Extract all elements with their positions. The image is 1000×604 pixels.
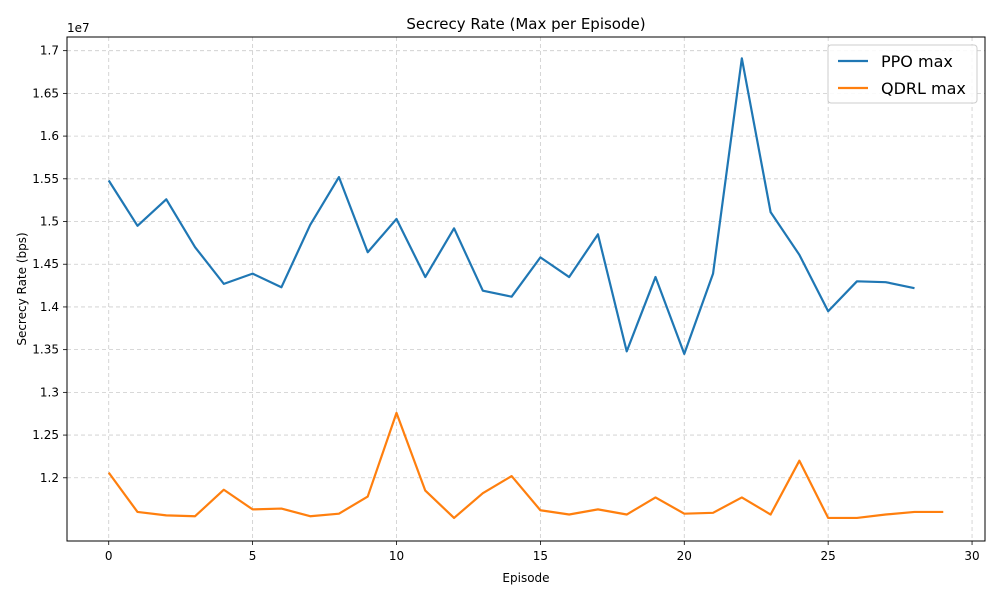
y-tick-label: 1.5	[40, 215, 59, 229]
y-tick-label: 1.4	[40, 300, 59, 314]
x-tick-label: 20	[677, 549, 692, 563]
y-tick-label: 1.7	[40, 44, 59, 58]
x-tick-label: 0	[105, 549, 113, 563]
x-tick-label: 30	[964, 549, 979, 563]
grid-layer	[67, 37, 985, 541]
x-tick-label: 25	[821, 549, 836, 563]
y-tick-label: 1.65	[32, 86, 59, 100]
y-tick-label: 1.25	[32, 428, 59, 442]
y-tick-label: 1.45	[32, 257, 59, 271]
y-tick-label: 1.35	[32, 343, 59, 357]
plot-frame	[66, 36, 986, 542]
legend-label: QDRL max	[881, 79, 966, 98]
legend-label: PPO max	[881, 52, 953, 71]
series-line-ppo-max	[107, 57, 915, 356]
y-tick-label: 1.2	[40, 471, 59, 485]
x-tick-label: 15	[533, 549, 548, 563]
chart-title: Secrecy Rate (Max per Episode)	[406, 15, 645, 33]
y-tick-label: 1.6	[40, 129, 59, 143]
x-axis-label: Episode	[502, 571, 549, 585]
x-tick-label: 5	[249, 549, 257, 563]
y-axis-offset-label: 1e7	[67, 21, 90, 35]
legend: PPO max QDRL max	[827, 44, 978, 104]
y-tick-label: 1.55	[32, 172, 59, 186]
axis-layer: 0 5 10 15 20 25 30 1.2 1.25 1.3 1.35 1.4 1.45 1.5 1.55…	[32, 44, 979, 563]
series-layer	[107, 57, 944, 520]
y-axis-label: Secrecy Rate (bps)	[15, 232, 29, 345]
series-line-qdrl-max	[107, 411, 944, 520]
y-tick-label: 1.3	[40, 385, 59, 399]
x-tick-label: 10	[389, 549, 404, 563]
